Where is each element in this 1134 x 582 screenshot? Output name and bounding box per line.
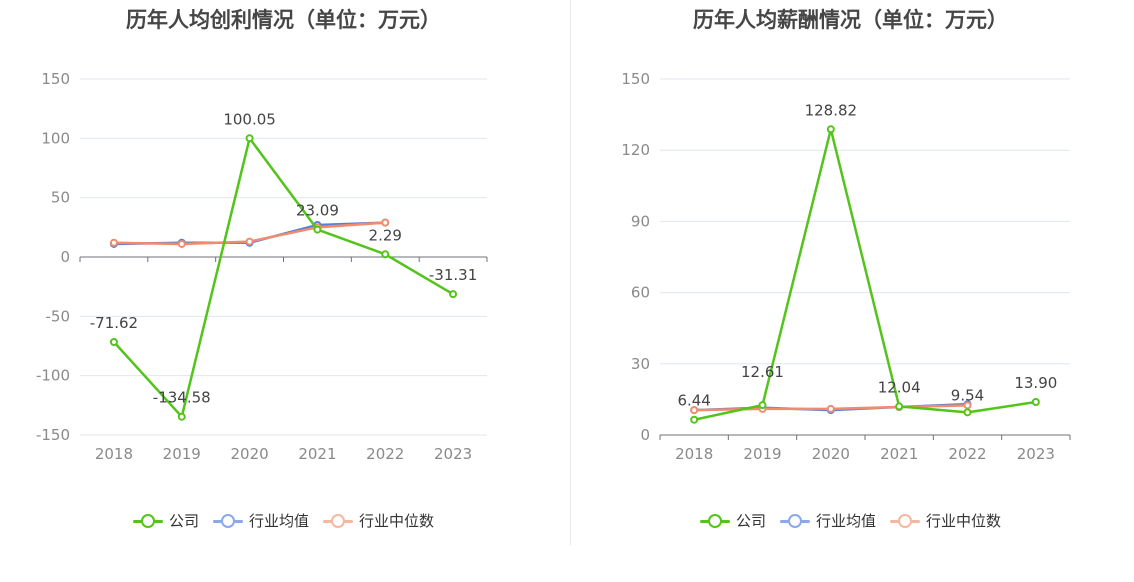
- data-point: [826, 404, 835, 413]
- chart-legend: 公司 行业均值 行业中位数: [0, 510, 567, 531]
- data-point: [381, 250, 390, 259]
- x-tick-label: 2019: [743, 445, 781, 463]
- data-label: 2.29: [369, 226, 402, 244]
- data-point: [109, 337, 118, 346]
- legend-item-industry-average[interactable]: 行业均值: [779, 510, 876, 531]
- x-tick-label: 2020: [230, 445, 268, 463]
- data-point: [245, 237, 254, 246]
- data-point: [690, 415, 699, 424]
- data-label: -71.62: [90, 314, 138, 332]
- chart-title: 历年人均薪酬情况（单位：万元）: [693, 8, 1008, 32]
- legend-item-company[interactable]: 公司: [132, 510, 199, 531]
- y-tick-label: 150: [621, 70, 650, 88]
- x-tick-label: 2020: [812, 445, 850, 463]
- y-tick-label: 50: [51, 189, 70, 207]
- legend-label: 行业均值: [815, 512, 876, 530]
- y-tick-label: 0: [60, 248, 70, 266]
- data-point: [313, 225, 322, 234]
- legend-label: 行业中位数: [926, 512, 1002, 530]
- data-label: 100.05: [223, 110, 276, 128]
- data-point: [381, 218, 390, 227]
- data-point: [449, 290, 458, 299]
- legend-marker-icon: [323, 513, 353, 528]
- y-tick-label: 60: [631, 284, 650, 302]
- series-line-company: [112, 137, 454, 418]
- x-tick-label: 2021: [880, 445, 918, 463]
- legend-label: 公司: [735, 512, 766, 530]
- legend-marker-icon: [779, 513, 810, 528]
- data-point: [1031, 398, 1040, 407]
- x-tick-label: 2018: [95, 445, 133, 463]
- y-tick-label: 0: [640, 426, 650, 444]
- y-tick-label: 30: [631, 355, 650, 373]
- legend-label: 行业中位数: [359, 512, 435, 530]
- x-tick-label: 2021: [298, 445, 336, 463]
- profit-chart-panel: 历年人均创利情况（单位：万元） 150 100 50 0 -50 -100 -150 2018…: [0, 8, 567, 531]
- data-label: 128.82: [805, 101, 858, 119]
- x-tick-label: 2023: [434, 445, 472, 463]
- x-tick-label: 2019: [163, 445, 201, 463]
- legend-marker-icon: [699, 513, 730, 528]
- salary-chart-panel: 历年人均薪酬情况（单位：万元） 150 120 90 60 30 0 2018 2019 202…: [567, 0, 1134, 582]
- series-line-company: [693, 128, 1037, 421]
- data-label: 12.04: [878, 378, 921, 396]
- salary-chart: 150 120 90 60 30 0 2018 2019 2020 2021 2022 2023 6.4…: [621, 70, 1071, 463]
- data-label: -31.31: [429, 266, 477, 284]
- data-point: [177, 412, 186, 421]
- y-tick-label: -100: [36, 367, 70, 385]
- legend-item-company[interactable]: 公司: [699, 510, 766, 531]
- y-tick-label: 150: [41, 70, 70, 88]
- data-point: [690, 406, 699, 415]
- y-tick-label: 100: [41, 129, 70, 147]
- legend-item-industry-median[interactable]: 行业中位数: [323, 510, 434, 531]
- y-tick-label: 120: [621, 141, 650, 159]
- y-tick-label: 90: [631, 212, 650, 230]
- legend-label: 公司: [168, 512, 199, 530]
- chart-title: 历年人均创利情况（单位：万元）: [126, 8, 441, 32]
- data-label: -134.58: [153, 389, 211, 407]
- data-point: [109, 238, 118, 247]
- data-label: 13.90: [1014, 374, 1057, 392]
- data-label: 23.09: [296, 202, 339, 220]
- x-tick-label: 2022: [366, 445, 404, 463]
- profit-chart: 150 100 50 0 -50 -100 -150 2018 2019 2020 2021 2022…: [36, 70, 488, 463]
- legend-marker-icon: [890, 513, 920, 528]
- data-point: [245, 134, 254, 143]
- y-tick-label: -50: [46, 307, 71, 325]
- data-point: [895, 402, 904, 411]
- data-point: [963, 408, 972, 417]
- data-label: 6.44: [677, 392, 710, 410]
- legend-marker-icon: [132, 513, 163, 528]
- legend-item-industry-median[interactable]: 行业中位数: [890, 510, 1001, 531]
- legend-marker-icon: [212, 513, 243, 528]
- chart-legend: 公司 行业均值 行业中位数: [567, 510, 1134, 531]
- x-tick-label: 2022: [948, 445, 986, 463]
- legend-item-industry-average[interactable]: 行业均值: [212, 510, 309, 531]
- data-point: [758, 401, 767, 410]
- data-point: [177, 239, 186, 248]
- data-point: [826, 125, 835, 134]
- data-label: 9.54: [951, 386, 984, 404]
- y-tick-label: -150: [36, 426, 70, 444]
- data-label: 12.61: [741, 363, 784, 381]
- data-point: [963, 401, 972, 410]
- x-tick-label: 2023: [1017, 445, 1055, 463]
- legend-label: 行业均值: [248, 512, 309, 530]
- panel-divider: [570, 0, 571, 545]
- x-tick-label: 2018: [675, 445, 713, 463]
